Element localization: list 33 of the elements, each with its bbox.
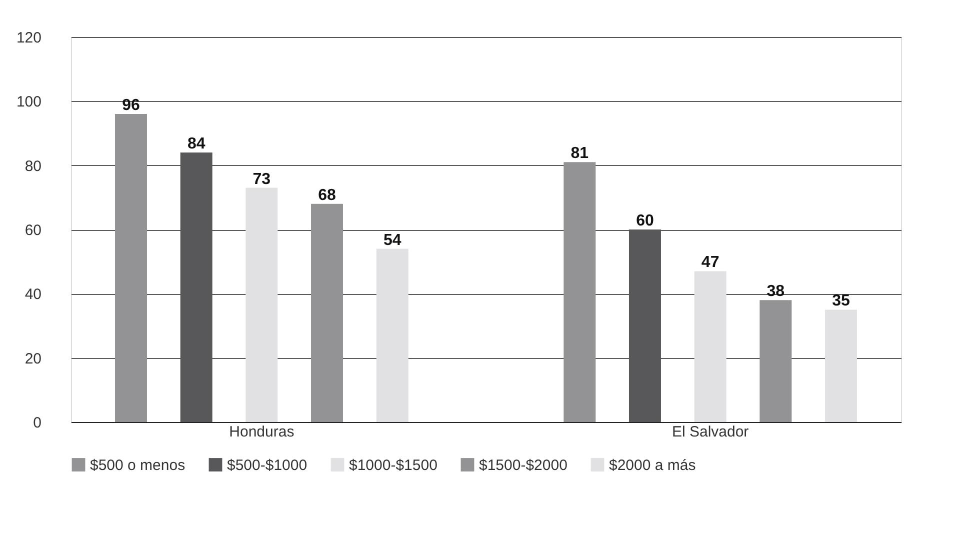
y-tick-label: 40	[24, 286, 42, 304]
data-label: 81	[570, 145, 589, 162]
data-label: 68	[318, 186, 336, 204]
y-tick-label: 120	[16, 30, 42, 46]
data-label: 84	[187, 136, 206, 152]
data-label: 60	[636, 212, 654, 230]
legend-label: $500-$1000	[227, 456, 308, 474]
data-label: 73	[252, 170, 271, 188]
data-label: 96	[122, 97, 140, 114]
data-label: 54	[383, 232, 402, 249]
bar	[564, 162, 596, 422]
legend-label: $2000 a más	[609, 456, 696, 474]
bar	[825, 310, 857, 422]
bar	[628, 230, 661, 422]
legend-label: $500 o menos	[90, 456, 186, 474]
legend-label: $1000-$1500	[349, 456, 438, 474]
bar	[115, 114, 147, 422]
x-tick-label: El Salvador	[672, 424, 749, 440]
y-tick-label: 0	[33, 414, 42, 432]
bar	[246, 188, 278, 422]
y-tick-label: 60	[24, 222, 42, 239]
y-tick-label: 80	[24, 158, 42, 175]
bar	[180, 152, 212, 422]
bar	[694, 271, 726, 422]
x-tick-label: Honduras	[229, 424, 294, 440]
bar	[760, 300, 792, 422]
data-label: 35	[832, 292, 850, 310]
y-tick-label: 100	[16, 94, 42, 111]
y-tick-label: 20	[24, 350, 42, 368]
bar	[376, 248, 408, 422]
legend-label: $1500-$2000	[479, 456, 568, 474]
data-label: 47	[701, 254, 720, 272]
bar	[311, 204, 344, 422]
